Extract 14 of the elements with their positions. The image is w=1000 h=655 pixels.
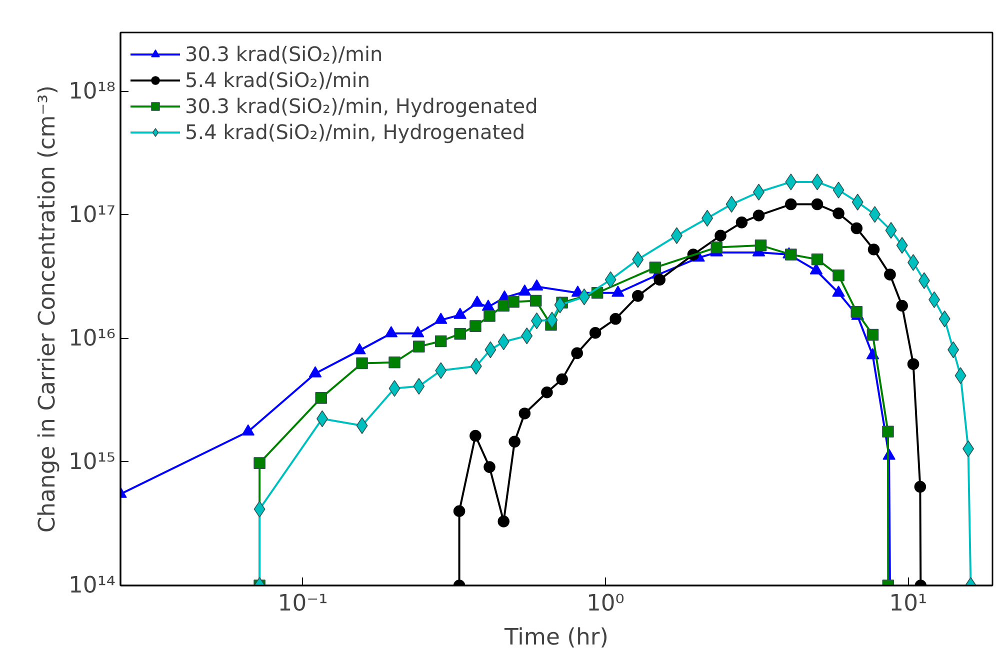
- x-tick-label: 10⁻¹: [278, 590, 328, 616]
- x-axis-title: Time (hr): [504, 624, 608, 650]
- y-tick-label: 10¹⁷: [68, 202, 116, 228]
- x-tick-label: 10⁰: [586, 590, 624, 616]
- y-tick-label: 10¹⁵: [68, 448, 116, 475]
- legend-label: 30.3 krad(SiO₂)/min, Hydrogenated: [185, 94, 538, 118]
- legend-label: 30.3 krad(SiO₂)/min: [185, 42, 383, 66]
- y-tick-label: 10¹⁸: [68, 78, 116, 104]
- x-tick-label: 10¹: [889, 590, 928, 616]
- y-axis-title: Change in Carrier Concentration (cm⁻³): [34, 85, 61, 533]
- y-tick-label: 10¹⁴: [68, 572, 116, 598]
- legend-label: 5.4 krad(SiO₂)/min: [185, 68, 370, 92]
- legend-label: 5.4 krad(SiO₂)/min, Hydrogenated: [185, 120, 526, 144]
- y-tick-label: 10¹⁶: [68, 325, 116, 352]
